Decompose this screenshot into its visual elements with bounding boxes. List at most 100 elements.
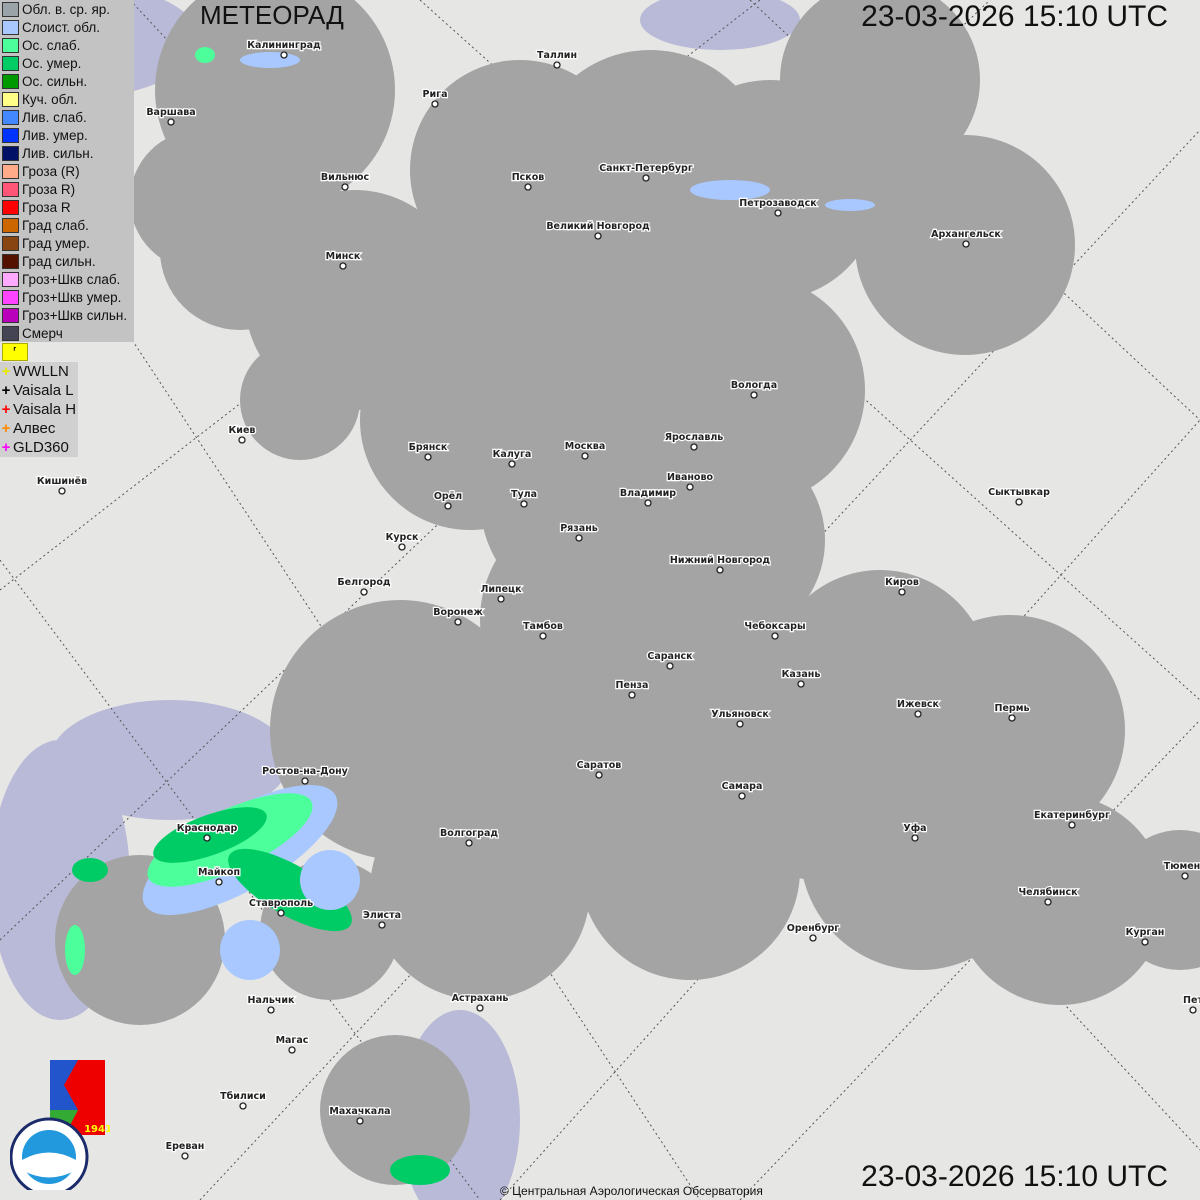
legend-swatch xyxy=(2,127,19,143)
legend-swatch xyxy=(2,19,19,35)
city-label: Киев xyxy=(229,425,256,436)
legend-label: Гроз+Шкв умер. xyxy=(22,289,122,305)
legend-label: Град сильн. xyxy=(22,253,96,269)
city-dot-icon xyxy=(508,460,516,468)
legend-item: Град сильн. xyxy=(0,252,134,270)
lightning-source: + Vaisala L xyxy=(0,381,78,400)
city-dot-icon xyxy=(378,921,386,929)
city-dot-icon xyxy=(360,588,368,596)
city-label: Курган xyxy=(1126,927,1165,938)
flag-icon[interactable]: ⸢ xyxy=(2,343,28,361)
city-dot-icon xyxy=(736,720,744,728)
city-dot-icon xyxy=(644,499,652,507)
city: Ереван xyxy=(164,1140,206,1160)
legend-swatch xyxy=(2,235,19,251)
radar-coverage xyxy=(55,0,1200,1185)
legend-item: Ос. умер. xyxy=(0,54,134,72)
legend-swatch xyxy=(2,55,19,71)
city-dot-icon xyxy=(339,262,347,270)
city-label: Кишинёв xyxy=(37,476,87,487)
city-dot-icon xyxy=(288,1046,296,1054)
city-label: Махачкала xyxy=(329,1106,390,1117)
legend-swatch xyxy=(2,271,19,287)
lightning-label: Алвес xyxy=(13,420,56,437)
city-label: Элиста xyxy=(363,910,401,921)
precip-area xyxy=(72,858,108,882)
precip-area xyxy=(65,925,85,975)
city-label: Уфа xyxy=(903,823,926,834)
city: Воронеж xyxy=(432,606,485,626)
legend-item: Ос. слаб. xyxy=(0,36,134,54)
city-label: Варшава xyxy=(146,107,195,118)
legend-swatch xyxy=(2,145,19,161)
city-label: Калининград xyxy=(247,40,321,51)
legend-swatch xyxy=(2,109,19,125)
legend-label: Лив. сильн. xyxy=(22,145,94,161)
city-dot-icon xyxy=(797,680,805,688)
city-dot-icon xyxy=(1189,1006,1197,1014)
logos: 1941 xyxy=(10,1060,110,1190)
city-label: Петрозаводск xyxy=(739,198,817,209)
city: Калуга xyxy=(491,448,533,468)
city: Варшава xyxy=(145,106,197,126)
svg-text:1941: 1941 xyxy=(84,1124,110,1135)
city: Киров xyxy=(884,576,920,596)
city-label: Минск xyxy=(326,251,361,262)
precipitation xyxy=(65,47,875,1185)
city: Уфа xyxy=(902,822,928,842)
legend-item: Град слаб. xyxy=(0,216,134,234)
legend-item: Гроз+Шкв слаб. xyxy=(0,270,134,288)
city-label: Тбилиси xyxy=(220,1091,266,1102)
precip-area xyxy=(153,807,267,863)
radar-circle xyxy=(370,230,550,410)
precip-area xyxy=(240,52,300,68)
legend-swatch xyxy=(2,217,19,233)
legend-item: Слоист. обл. xyxy=(0,18,134,36)
city-label: Белгород xyxy=(337,577,390,588)
city: Самара xyxy=(720,780,764,800)
city: Курск xyxy=(384,531,420,551)
city: Владимир xyxy=(619,487,678,507)
city-label: Ярославль xyxy=(665,432,724,443)
city-dot-icon xyxy=(215,878,223,886)
city: Орёл xyxy=(433,490,463,510)
legend-item: Обл. в. ср. яр. xyxy=(0,0,134,18)
city-dot-icon xyxy=(738,792,746,800)
legend-item: Гроз+Шкв сильн. xyxy=(0,306,134,324)
legend-swatch xyxy=(2,181,19,197)
radar-circle xyxy=(780,0,980,180)
city: Екатеринбург xyxy=(1033,809,1111,829)
city-label: Орёл xyxy=(434,491,462,502)
city: Пет xyxy=(1182,994,1200,1014)
city-dot-icon xyxy=(898,588,906,596)
legend-item: Куч. обл. xyxy=(0,90,134,108)
radar-circle xyxy=(1110,830,1200,970)
city-label: Таллин xyxy=(537,50,577,61)
city: Рига xyxy=(421,88,449,108)
cross-icon: + xyxy=(1,420,11,437)
city-label: Ереван xyxy=(166,1141,205,1152)
city-label: Липецк xyxy=(480,584,522,595)
copyright: © Центральная Аэрологическая Обсерватори… xyxy=(500,1184,763,1198)
city: Астрахань xyxy=(450,992,510,1012)
legend-label: Обл. в. ср. яр. xyxy=(22,1,111,17)
legend-label: Лив. слаб. xyxy=(22,109,87,125)
city-dot-icon xyxy=(642,174,650,182)
city-label: Казань xyxy=(782,669,821,680)
radar-circle xyxy=(770,570,990,790)
city-dot-icon xyxy=(356,1117,364,1125)
city-dot-icon xyxy=(238,436,246,444)
city-dot-icon xyxy=(465,839,473,847)
city: Брянск xyxy=(407,441,449,461)
city: Ульяновск xyxy=(710,708,771,728)
city: Вологда xyxy=(730,379,778,399)
city-label: Екатеринбург xyxy=(1034,810,1110,821)
legend-item: Лив. сильн. xyxy=(0,144,134,162)
city-label: Москва xyxy=(565,441,605,452)
city: Ярославль xyxy=(663,431,725,451)
city: Калининград xyxy=(246,39,322,59)
radar-circle xyxy=(580,760,800,980)
lightning-label: Vaisala L xyxy=(13,382,74,399)
city-label: Вильнюс xyxy=(321,172,369,183)
